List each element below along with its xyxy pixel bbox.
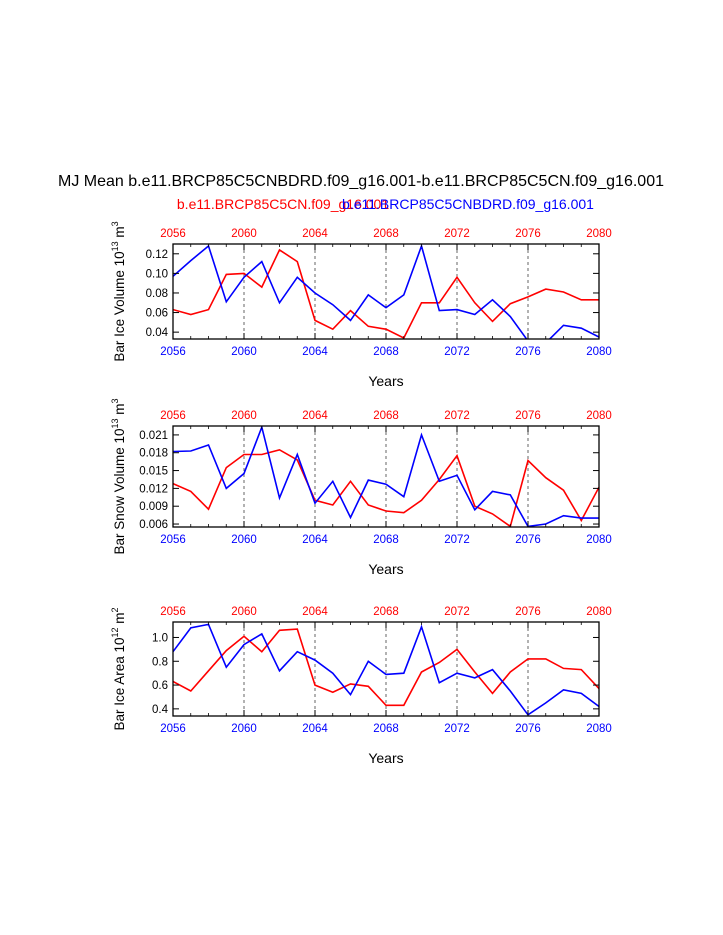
x-tick-label-top: 2072 (444, 228, 470, 240)
y-tick-label: 0.009 (139, 501, 168, 513)
y-tick-label: 0.8 (152, 656, 168, 668)
x-axis-label: Years (368, 750, 403, 766)
x-tick-label-top: 2072 (444, 606, 470, 618)
x-tick-label-top: 2076 (515, 228, 541, 240)
x-tick-label-bottom: 2064 (302, 723, 328, 735)
x-tick-label-top: 2060 (231, 228, 257, 240)
x-axis-label: Years (368, 561, 403, 577)
x-tick-label-top: 2060 (231, 410, 257, 422)
x-tick-label-bottom: 2068 (373, 723, 399, 735)
y-tick-label: 0.012 (139, 483, 168, 495)
y-tick-label: 0.06 (146, 308, 168, 320)
x-tick-label-bottom: 2080 (586, 723, 612, 735)
x-tick-label-top: 2080 (586, 606, 612, 618)
y-tick-label: 0.018 (139, 448, 168, 460)
x-tick-label-top: 2064 (302, 228, 328, 240)
x-tick-label-bottom: 2060 (231, 723, 257, 735)
x-tick-label-bottom: 2072 (444, 346, 470, 358)
subtitle-blue-case: b.e11.BRCP85C5CNBDRD.f09_g16.001 (342, 196, 594, 212)
x-tick-label-top: 2068 (373, 606, 399, 618)
y-tick-label: 0.4 (152, 704, 169, 716)
y-tick-label: 0.04 (146, 327, 169, 339)
series-line-red (173, 628, 599, 707)
series-line-red (173, 248, 599, 339)
x-tick-label-bottom: 2068 (373, 346, 399, 358)
x-tick-label-top: 2068 (373, 228, 399, 240)
x-tick-label-bottom: 2060 (231, 534, 257, 546)
x-tick-label-bottom: 2072 (444, 723, 470, 735)
x-tick-label-bottom: 2064 (302, 346, 328, 358)
y-axis-label: Bar Ice Volume 1013 m3 (110, 221, 127, 361)
x-tick-label-top: 2076 (515, 410, 541, 422)
x-tick-label-bottom: 2060 (231, 346, 257, 358)
x-tick-label-top: 2072 (444, 410, 470, 422)
x-tick-label-bottom: 2056 (160, 346, 186, 358)
x-tick-label-bottom: 2076 (515, 534, 541, 546)
y-axis-label: Bar Ice Area 1012 m2 (110, 607, 127, 730)
panel-2: 2056 2056 2060 2060 2064 2064 2068 2068 2072 2072… (110, 398, 612, 577)
x-axis-label: Years (368, 373, 403, 389)
x-tick-label-bottom: 2076 (515, 723, 541, 735)
panel-3: 2056 2056 2060 2060 2064 2064 2068 2068 2072 2072… (110, 606, 612, 766)
x-tick-label-bottom: 2064 (302, 534, 328, 546)
y-tick-label: 0.006 (139, 519, 168, 531)
x-tick-label-top: 2060 (231, 606, 257, 618)
y-tick-label: 0.08 (146, 288, 168, 300)
subtitle-red-case: b.e11.BRCP85C5CN.f09_g16.001 (177, 196, 389, 212)
x-tick-label-bottom: 2068 (373, 534, 399, 546)
x-tick-label-bottom: 2056 (160, 534, 186, 546)
x-tick-label-top: 2056 (160, 606, 186, 618)
figure-title: MJ Mean b.e11.BRCP85C5CNBDRD.f09_g16.001… (58, 173, 664, 190)
x-tick-label-bottom: 2072 (444, 534, 470, 546)
y-axis-label: Bar Snow Volume 1013 m3 (110, 398, 127, 554)
y-tick-label: 0.10 (146, 268, 168, 280)
y-tick-label: 0.6 (152, 680, 168, 692)
x-tick-label-top: 2064 (302, 410, 328, 422)
panels: 2056 2056 2060 2060 2064 2064 2068 2068 2072 2072… (110, 221, 612, 766)
series-line-red (173, 448, 599, 527)
y-tick-label: 0.021 (139, 430, 168, 442)
x-tick-label-bottom: 2080 (586, 346, 612, 358)
x-tick-label-top: 2080 (586, 228, 612, 240)
x-tick-label-top: 2068 (373, 410, 399, 422)
x-tick-label-top: 2056 (160, 228, 186, 240)
panel-1: 2056 2056 2060 2060 2064 2064 2068 2068 2072 2072… (110, 221, 612, 389)
y-tick-label: 0.015 (139, 466, 168, 478)
x-tick-label-top: 2080 (586, 410, 612, 422)
y-tick-label: 0.12 (146, 249, 168, 261)
x-tick-label-bottom: 2080 (586, 534, 612, 546)
x-tick-label-bottom: 2056 (160, 723, 186, 735)
x-tick-label-bottom: 2076 (515, 346, 541, 358)
y-tick-label: 1.0 (152, 632, 168, 644)
x-tick-label-top: 2076 (515, 606, 541, 618)
x-tick-label-top: 2056 (160, 410, 186, 422)
series-line-blue (173, 244, 599, 339)
x-tick-label-top: 2064 (302, 606, 328, 618)
